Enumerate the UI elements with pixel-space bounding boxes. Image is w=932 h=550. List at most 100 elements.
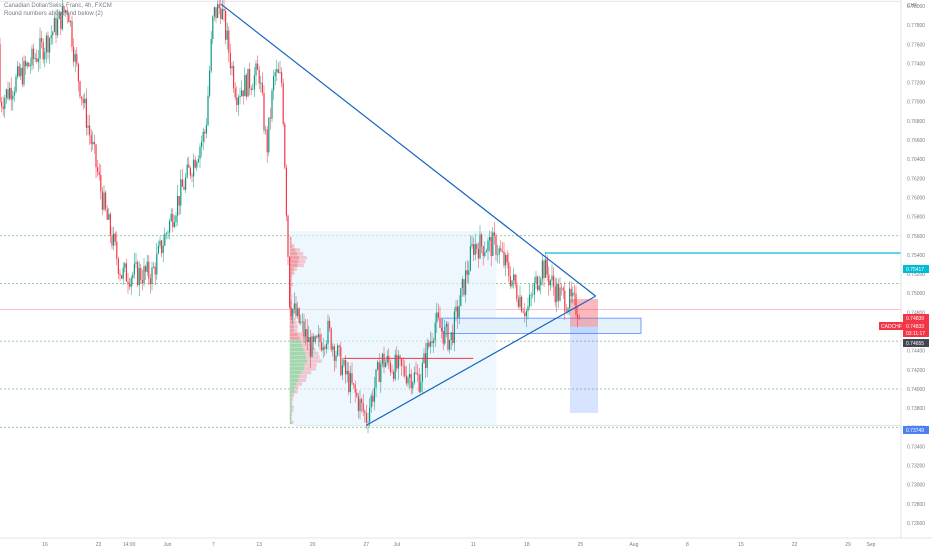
candle-body [145, 266, 146, 271]
volume-profile-bar [299, 378, 306, 382]
candle-body [36, 58, 37, 62]
candle-body [372, 396, 373, 402]
candle-body [387, 356, 388, 363]
candle-body [401, 358, 402, 365]
candle-body [235, 88, 236, 97]
candle-body [127, 281, 128, 284]
svg-text:CADCHF: CADCHF [881, 324, 902, 330]
candle-body [54, 18, 55, 32]
candle-body [302, 321, 303, 322]
candle-body [361, 399, 362, 403]
candle-body [526, 311, 527, 316]
candle-body [19, 66, 20, 76]
candle-body [419, 375, 420, 392]
candle-body [433, 340, 434, 343]
candle-body [403, 366, 404, 367]
candle-body [443, 331, 444, 343]
y-tick-label: 0.73200 [907, 464, 925, 470]
candle-body [116, 242, 117, 259]
candle-body [305, 329, 306, 336]
chart-legend: Canadian Dollar/Swiss Franc, 4h, FXCM Ro… [4, 2, 112, 18]
candle-body [339, 346, 340, 347]
candle-body [177, 196, 178, 216]
candle-body [164, 234, 165, 246]
volume-profile-bar [290, 382, 297, 386]
candle-body [92, 142, 93, 144]
svg-text:0.75417: 0.75417 [906, 267, 924, 273]
candle-body [78, 64, 79, 82]
candle-body [161, 241, 162, 254]
candle-body [151, 268, 152, 285]
candle-body [527, 306, 528, 311]
candle-body [35, 58, 36, 59]
candle-body [515, 275, 516, 285]
candle-body [281, 72, 282, 83]
candle-body [559, 288, 560, 301]
candle-body [441, 328, 442, 331]
x-tick-label: 18 [524, 542, 530, 548]
y-tick-label: 0.73000 [907, 483, 925, 489]
candle-body [420, 382, 421, 392]
candle-body [86, 99, 87, 128]
candle-body [174, 222, 175, 227]
candle-body [99, 172, 100, 175]
candle-body [329, 321, 330, 329]
candle-body [28, 63, 29, 66]
candle-body [46, 36, 47, 53]
candle-body [236, 97, 237, 104]
candle-body [196, 162, 197, 167]
candle-body [284, 124, 285, 168]
candle-body [17, 66, 18, 76]
volume-profile-bar [292, 405, 294, 409]
volume-profile-bar [291, 237, 292, 241]
candle-body [510, 276, 511, 286]
candle-body [289, 257, 290, 307]
candle-body [6, 89, 7, 98]
candle-body [132, 274, 133, 278]
candle-body [70, 21, 71, 22]
candle-body [44, 52, 45, 59]
candle-body [497, 255, 498, 256]
candle-body [404, 366, 405, 376]
candle-body [572, 293, 573, 297]
candle-body [134, 264, 135, 275]
x-tick-label: 22 [792, 542, 798, 548]
candle-body [363, 403, 364, 411]
candle-body [185, 177, 186, 190]
x-tick-label: Sep [867, 542, 876, 548]
candle-body [292, 309, 293, 317]
candle-body [377, 362, 378, 369]
y-tick-label: 0.74000 [907, 387, 925, 393]
candle-body [351, 373, 352, 383]
candle-body [454, 311, 455, 343]
candle-body [574, 293, 575, 294]
candle-body [172, 214, 173, 227]
volume-profile-bar [290, 398, 292, 402]
candle-body [137, 262, 138, 285]
volume-profile-bar [290, 256, 299, 260]
candle-body [211, 39, 212, 71]
legend-title: Canadian Dollar/Swiss Franc, 4h, FXCM [4, 2, 112, 10]
candle-body [257, 64, 258, 70]
candle-body [239, 96, 240, 97]
candle-body [427, 343, 428, 368]
candle-body [519, 297, 520, 307]
candle-body [577, 315, 578, 318]
y-tick-label: 0.73400 [907, 444, 925, 450]
volume-profile-bar [304, 367, 316, 371]
candle-body [569, 289, 570, 308]
candle-body [534, 283, 535, 294]
candle-body [425, 353, 426, 368]
candle-body [180, 179, 181, 205]
candle-body [158, 246, 159, 254]
candle-body [33, 49, 34, 59]
candle-body [523, 311, 524, 312]
x-tick-label: 20 [310, 542, 316, 548]
candle-body [310, 337, 311, 357]
candle-body [483, 246, 484, 256]
candle-body [103, 193, 104, 210]
x-tick-label: 14:00 [123, 542, 136, 548]
candle-body [276, 69, 277, 72]
candle-body [228, 31, 229, 53]
